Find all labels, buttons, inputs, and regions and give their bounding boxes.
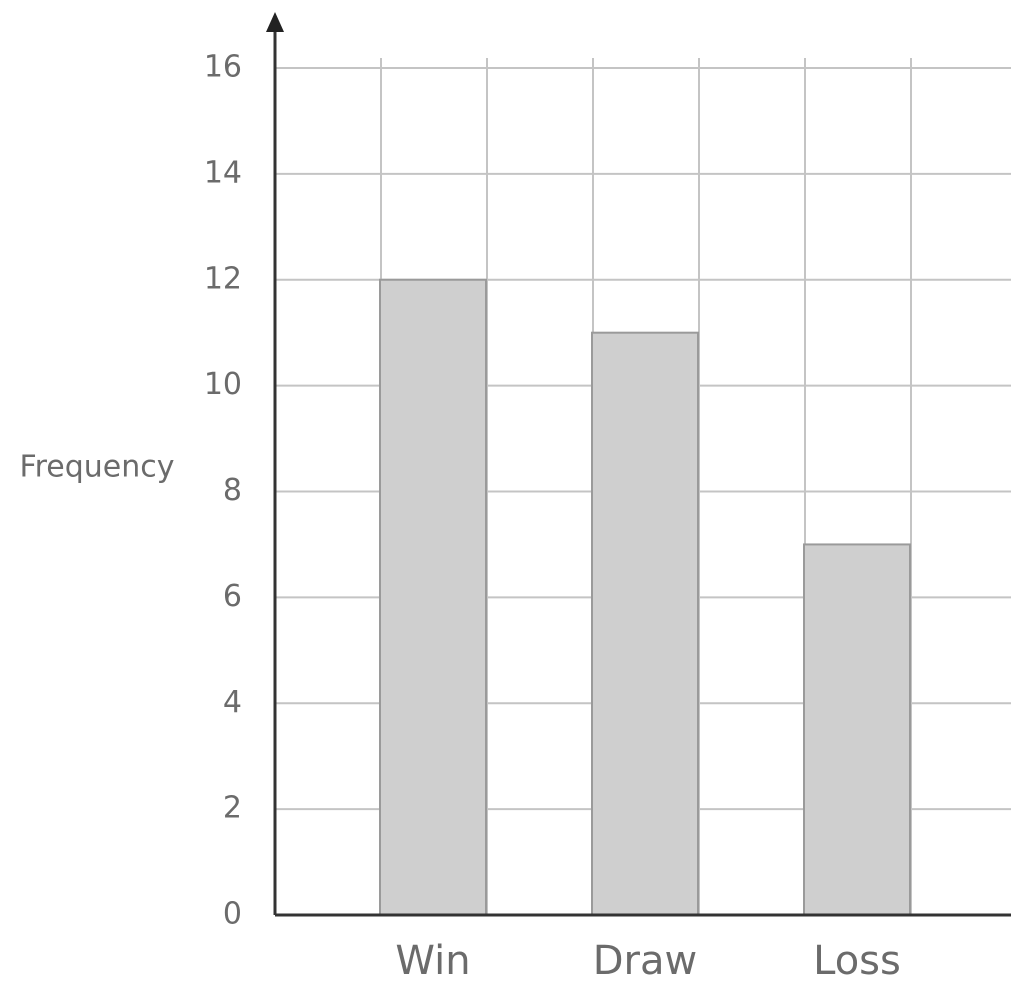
y-tick-label: 16 [204,50,242,85]
y-tick-label: 4 [223,685,242,720]
y-tick-label: 10 [204,367,242,402]
y-tick-label: 2 [223,791,242,826]
x-tick-label: Win [395,938,470,984]
bar [379,278,487,916]
y-axis-arrow [266,12,284,32]
y-tick-label: 0 [223,897,242,932]
bar [591,331,699,916]
y-tick-label: 12 [204,261,242,296]
y-tick-label: 8 [223,473,242,508]
y-tick-label: 6 [223,579,242,614]
y-axis-label: Frequency [20,450,175,485]
x-tick-label: Draw [593,938,697,984]
y-tick-label: 14 [204,155,242,190]
bar [803,543,911,916]
x-tick-label: Loss [813,938,901,984]
